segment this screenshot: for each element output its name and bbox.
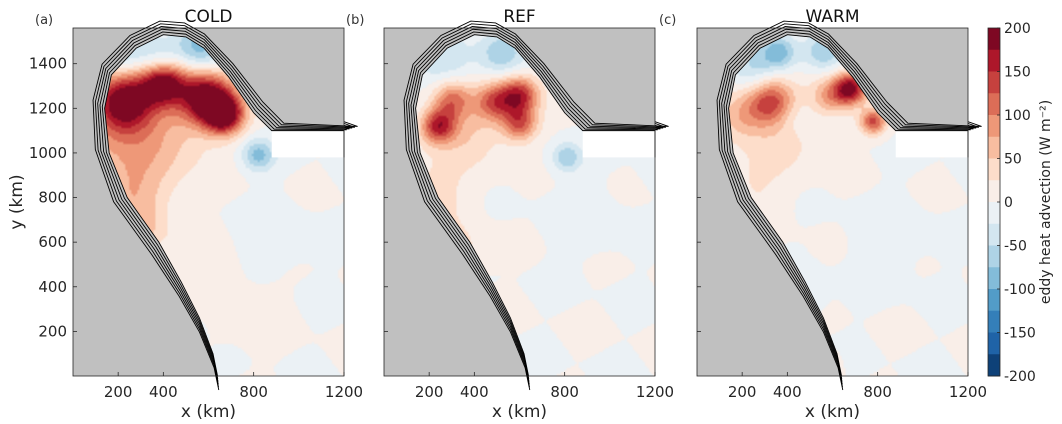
- panel-title: WARM: [806, 7, 860, 27]
- panel-title: REF: [503, 7, 535, 27]
- x-tick-label: 800: [550, 383, 579, 401]
- contour-line: [412, 31, 658, 379]
- colorbar-band: [988, 158, 1000, 181]
- colorbar-band: [988, 136, 1000, 159]
- axes-frame: [72, 27, 345, 377]
- colorbar-band: [988, 93, 1000, 116]
- panel-label: (a): [35, 13, 53, 28]
- x-tick-label: 200: [728, 383, 757, 401]
- panel-title: COLD: [185, 7, 233, 27]
- bathymetry-contours: [92, 20, 358, 391]
- colorbar-band: [988, 71, 1000, 94]
- colorbar-tick-label: -100: [1004, 282, 1036, 298]
- x-axis-label: x (km): [181, 402, 236, 422]
- contour-line: [718, 23, 980, 388]
- colorbar-band: [988, 28, 1000, 51]
- x-tick-label: 400: [149, 383, 178, 401]
- shelf-channel: [895, 130, 968, 158]
- contour-line: [94, 23, 356, 388]
- colorbar-band: [988, 289, 1000, 312]
- colorbar-tick-label: 0: [1004, 195, 1013, 211]
- colorbar-band: [988, 115, 1000, 138]
- contour-line: [723, 28, 974, 382]
- colorbar-tick-label: -50: [1004, 239, 1027, 255]
- x-tick-label: 200: [415, 383, 444, 401]
- x-axis-label: x (km): [492, 402, 547, 422]
- x-tick-label: 1200: [325, 383, 363, 401]
- axes-frame: [383, 27, 656, 377]
- contour-line: [725, 31, 971, 379]
- y-tick-label: 1000: [29, 144, 67, 162]
- colorbar-band: [988, 267, 1000, 290]
- colorbar-band: [988, 49, 1000, 72]
- axes-frame: [696, 27, 969, 377]
- colorbar: 200 150 100 50 0 -50 -100 -150 -200 eddy heat adv…: [987, 21, 1054, 385]
- contour-line: [104, 34, 345, 377]
- colorbar-band: [988, 223, 1000, 246]
- x-tick-label: 400: [773, 383, 802, 401]
- x-tick-label: 800: [863, 383, 892, 401]
- contour-line: [721, 26, 977, 385]
- contour-line: [415, 34, 656, 377]
- x-tick-label: 800: [239, 383, 268, 401]
- colorbar-tick-label: -150: [1004, 326, 1036, 342]
- y-tick-label: 200: [38, 322, 67, 340]
- bathymetry-contours: [716, 20, 982, 391]
- y-tick-label: 1200: [29, 99, 67, 117]
- colorbar-band: [988, 332, 1000, 355]
- x-tick-label: 1200: [949, 383, 987, 401]
- shelf-channel: [271, 130, 344, 158]
- x-axis-label: x (km): [805, 402, 860, 422]
- contour-line: [97, 26, 353, 385]
- colorbar-band: [988, 202, 1000, 225]
- x-tick-label: 1200: [636, 383, 674, 401]
- panel-warm: 200 400 800 1200 x (km) WARM (c): [659, 7, 987, 422]
- contour-line: [101, 31, 347, 379]
- shelf-channel: [582, 130, 655, 158]
- panel-cold: 200 400 800 1200 x (km) 200 400 600 800 1000 1200 1…: [7, 7, 363, 422]
- x-tick-label: 200: [104, 383, 133, 401]
- bathymetry-contours: [403, 20, 669, 391]
- colorbar-label: eddy heat advection (W m⁻²): [1038, 100, 1054, 304]
- contour-line: [408, 26, 664, 385]
- panel-label: (b): [346, 13, 364, 28]
- y-tick-label: 400: [38, 278, 67, 296]
- contour-line: [92, 20, 358, 391]
- y-tick-label: 800: [38, 189, 67, 207]
- y-tick-label: 1400: [29, 55, 67, 73]
- y-tick-label: 600: [38, 233, 67, 251]
- panel-label: (c): [659, 13, 676, 28]
- colorbar-tick-label: 150: [1004, 65, 1031, 81]
- contour-line: [728, 34, 969, 377]
- contour-line: [410, 28, 661, 382]
- colorbar-tick-label: 100: [1004, 108, 1031, 124]
- colorbar-tick-label: -200: [1004, 369, 1036, 385]
- contour-line: [716, 20, 982, 391]
- colorbar-band: [988, 180, 1000, 203]
- colorbar-band: [988, 245, 1000, 268]
- panels: 200 400 800 1200 x (km) 200 400 600 800 1000 1200 1…: [7, 7, 987, 422]
- contour-line: [99, 28, 350, 382]
- panel-ref: 200 400 800 1200 x (km) REF (b): [346, 7, 674, 422]
- colorbar-tick-label: 50: [1004, 152, 1022, 168]
- colorbar-band: [988, 354, 1000, 377]
- colorbar-tick-label: 200: [1004, 21, 1031, 37]
- contour-line: [405, 23, 667, 388]
- y-axis-label: y (km): [7, 174, 27, 229]
- contour-line: [403, 20, 669, 391]
- colorbar-band: [988, 310, 1000, 333]
- x-tick-label: 400: [460, 383, 489, 401]
